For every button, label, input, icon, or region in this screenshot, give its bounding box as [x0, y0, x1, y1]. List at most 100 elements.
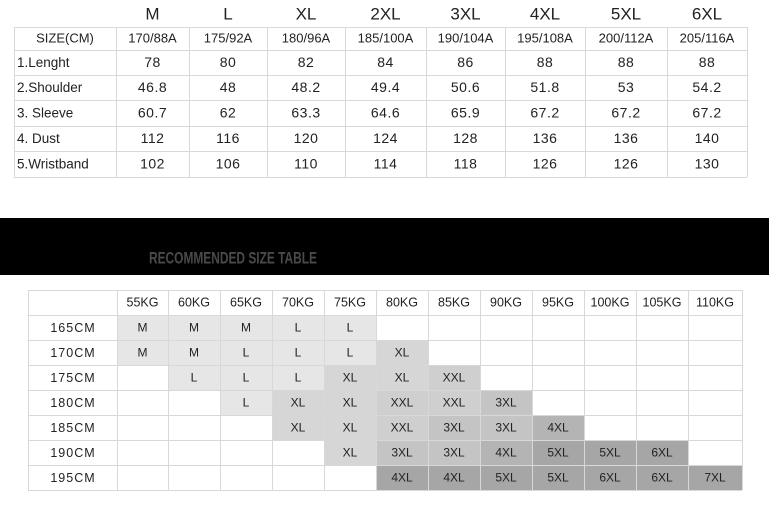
size-cell: 3XL [443, 446, 465, 460]
cell-bg [532, 415, 584, 440]
measurement: 88 [699, 54, 716, 70]
size-code: 185/100A [358, 30, 414, 45]
size-cell: M [138, 321, 148, 335]
size-cell: 3XL [495, 396, 517, 410]
size-cell: L [295, 321, 302, 335]
height-label: 175CM [50, 371, 95, 385]
cell-bg [117, 315, 168, 340]
cell-bg [168, 315, 220, 340]
weight-header: 95KG [542, 295, 574, 309]
cell-bg [584, 465, 636, 490]
height-label: 190CM [50, 446, 95, 460]
measurement: 62 [220, 105, 237, 121]
size-header: 6XL [692, 4, 722, 23]
size-cell: L [347, 346, 354, 360]
cell-bg [428, 415, 480, 440]
measurement: 88 [618, 54, 635, 70]
cell-bg [428, 390, 480, 415]
cell-bg [376, 390, 428, 415]
measurement: 126 [614, 156, 639, 172]
size-cell: 4XL [495, 446, 517, 460]
cell-bg [480, 415, 532, 440]
measurement: 51.8 [530, 79, 559, 95]
measurement: 136 [533, 130, 558, 146]
weight-header: 85KG [438, 295, 470, 309]
cell-bg [272, 340, 324, 365]
height-label: 195CM [50, 471, 95, 485]
size-cell: 6XL [651, 471, 673, 485]
measurement: 78 [144, 54, 161, 70]
cell-bg [428, 365, 480, 390]
size-cell: 4XL [391, 471, 413, 485]
size-header: M [145, 4, 159, 23]
measurement: 128 [453, 130, 478, 146]
size-cell: L [295, 346, 302, 360]
measurement: 136 [614, 130, 639, 146]
cell-bg [324, 440, 376, 465]
cell-bg [272, 315, 324, 340]
weight-header: 105KG [643, 295, 682, 309]
measurement: 80 [220, 54, 237, 70]
size-cell: XL [395, 346, 410, 360]
size-cell: L [191, 371, 198, 385]
measurement: 124 [373, 130, 398, 146]
measurement: 50.6 [451, 79, 480, 95]
size-code: 195/108A [517, 30, 573, 45]
size-cell: XL [291, 421, 306, 435]
measurement: 48 [220, 79, 237, 95]
height-label: 170CM [50, 346, 95, 360]
size-cell: 6XL [599, 471, 621, 485]
size-cell: M [241, 321, 251, 335]
measurement: 120 [294, 130, 319, 146]
size-cell: 3XL [391, 446, 413, 460]
measurement: 82 [298, 54, 315, 70]
measurement: 86 [457, 54, 474, 70]
cell-bg [168, 340, 220, 365]
measurement: 110 [294, 156, 318, 172]
code-label: SIZE(CM) [36, 30, 94, 45]
cell-bg [272, 415, 324, 440]
size-cell: XL [343, 371, 358, 385]
height-label: 180CM [50, 396, 95, 410]
size-header: 5XL [611, 4, 641, 23]
row-label: 1.Lenght [17, 55, 70, 70]
size-cell: M [189, 321, 199, 335]
measurement: 140 [695, 130, 720, 146]
size-header: 4XL [530, 4, 560, 23]
measurement: 46.8 [138, 79, 167, 95]
size-cell: L [295, 371, 302, 385]
cell-bg [168, 365, 220, 390]
measurement: 48.2 [291, 79, 320, 95]
cell-bg [480, 390, 532, 415]
measurement: 106 [216, 156, 241, 172]
cell-bg [688, 465, 742, 490]
cell-bg [220, 390, 272, 415]
size-code: 190/104A [438, 30, 494, 45]
size-cell: 4XL [547, 421, 569, 435]
measurement: 116 [216, 130, 240, 146]
size-cell: 7XL [704, 471, 726, 485]
cell-bg [324, 340, 376, 365]
measurement: 49.4 [371, 79, 400, 95]
measurement: 60.7 [138, 105, 167, 121]
size-cell: 5XL [547, 446, 569, 460]
size-cell: L [243, 371, 250, 385]
size-cell: XXL [443, 396, 466, 410]
weight-header: 80KG [386, 295, 418, 309]
size-cell: XL [291, 396, 306, 410]
size-header: 2XL [370, 4, 400, 23]
size-cell: M [189, 346, 199, 360]
weight-header: 55KG [127, 295, 159, 309]
cell-bg [480, 465, 532, 490]
size-cell: 3XL [495, 421, 517, 435]
size-cell: 3XL [443, 421, 465, 435]
size-cell: XL [343, 446, 358, 460]
measurement: 64.6 [371, 105, 400, 121]
banner-title: RECOMMENDED SIZE TABLE [149, 248, 317, 267]
measurement: 130 [695, 156, 720, 172]
cell-bg [324, 315, 376, 340]
cell-bg [324, 390, 376, 415]
cell-bg [220, 365, 272, 390]
size-code: 180/96A [282, 30, 331, 45]
